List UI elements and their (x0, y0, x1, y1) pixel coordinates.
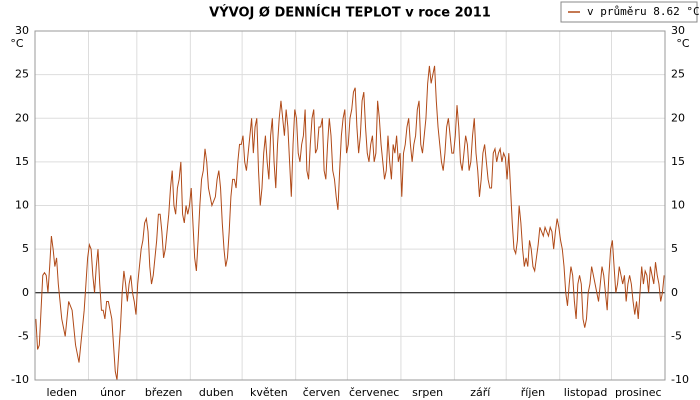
legend-label: v průměru 8.62 °C (587, 5, 700, 18)
x-tick-label: leden (46, 386, 77, 399)
plot-border (34, 30, 666, 381)
x-tick-label: březen (145, 386, 183, 399)
y-tick-label: -10 (11, 373, 29, 386)
x-tick-label: červenec (349, 386, 399, 399)
y2-tick-label: 25 (671, 68, 685, 81)
y-tick-label: 5 (22, 242, 29, 255)
x-tick-label: říjen (521, 386, 545, 399)
y2-tick-label: 10 (671, 199, 685, 212)
x-tick-label: srpen (412, 386, 443, 399)
y2-tick-label: 0 (671, 286, 678, 299)
x-tick-label: únor (100, 386, 126, 399)
y2-tick-label: 15 (671, 155, 685, 168)
y-tick-label: 20 (15, 111, 29, 124)
x-tick-label: duben (199, 386, 234, 399)
y-tick-label: 25 (15, 68, 29, 81)
y2-tick-label: -5 (671, 329, 682, 342)
y2-tick-label: 5 (671, 242, 678, 255)
y-tick-label: 10 (15, 199, 29, 212)
x-tick-label: červen (303, 386, 341, 399)
y-tick-label: -5 (18, 329, 29, 342)
x-tick-label: prosinec (615, 386, 662, 399)
temperature-line (35, 65, 665, 381)
y-tick-label: 15 (15, 155, 29, 168)
y-unit: °C (10, 37, 24, 50)
y2-tick-label: -10 (671, 373, 689, 386)
x-tick-label: květen (250, 386, 288, 399)
y-tick-label: 30 (15, 24, 29, 37)
y2-unit: °C (676, 37, 690, 50)
x-tick-label: listopad (564, 386, 608, 399)
legend-box (560, 1, 698, 23)
y-tick-label: 0 (22, 286, 29, 299)
x-tick-label: září (470, 386, 491, 399)
chart-title: VÝVOJ Ø DENNÍCH TEPLOT v roce 2011 (209, 5, 491, 21)
y2-tick-label: 30 (671, 24, 685, 37)
y2-tick-label: 20 (671, 111, 685, 124)
